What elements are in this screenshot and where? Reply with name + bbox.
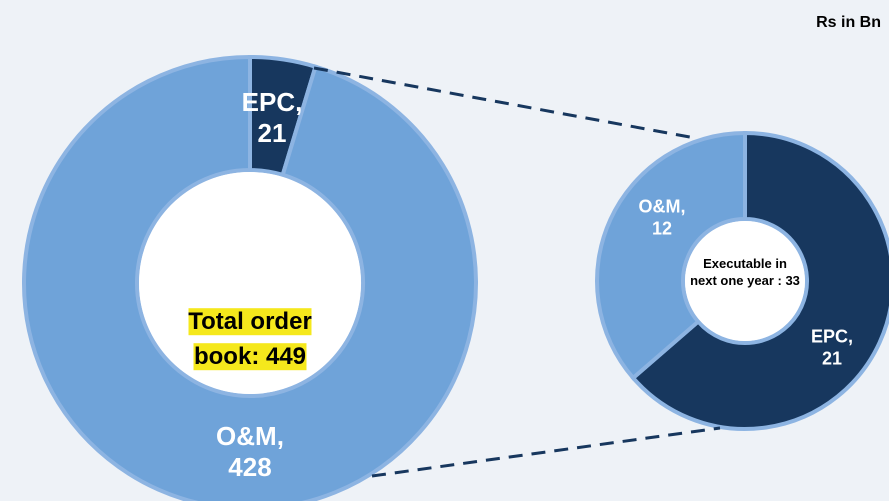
data-label: O&M, 428	[216, 420, 284, 482]
connector	[313, 66, 696, 140]
center-text: Total order book: 449	[188, 308, 312, 370]
center-text: Executable in next one year : 33	[690, 256, 800, 288]
data-label: EPC, 21	[241, 86, 303, 148]
donut-slice	[595, 130, 747, 381]
center-label: Total order book: 449	[158, 305, 343, 375]
unit-label: Rs in Bn	[816, 14, 881, 31]
donut-hole	[685, 221, 805, 341]
donut-slice	[22, 54, 478, 501]
center-label: Executable in next one year : 33	[690, 256, 800, 290]
donut-hole	[139, 172, 361, 394]
data-label: EPC, 21	[810, 326, 853, 368]
connector	[371, 426, 721, 478]
donut-slice	[630, 130, 889, 431]
data-label: O&M, 12	[638, 196, 686, 238]
